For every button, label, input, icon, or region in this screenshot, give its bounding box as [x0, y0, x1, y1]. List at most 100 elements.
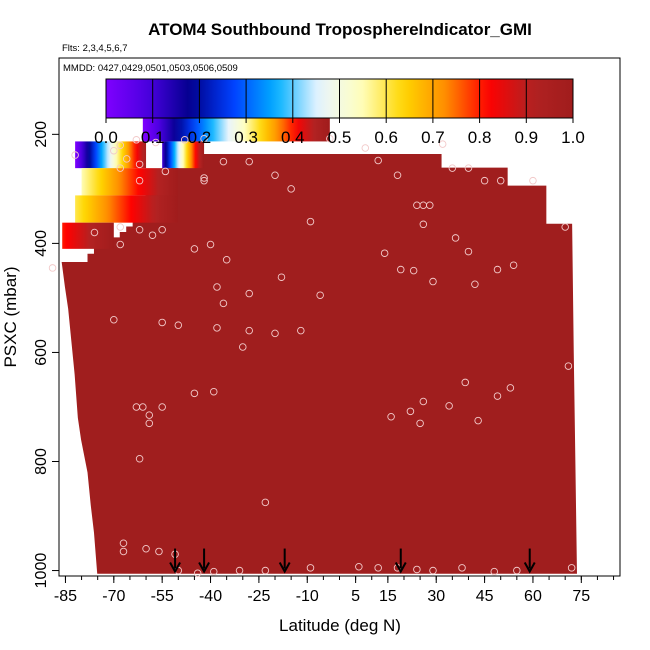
sample-marker: [200, 174, 208, 182]
colorbar-tick-label: 0.6: [374, 128, 398, 147]
y-tick-label: 800: [33, 448, 50, 475]
sample-marker: [493, 265, 502, 274]
sample-marker: [380, 249, 389, 257]
chart-title: ATOM4 Southbound TroposphereIndicator_GM…: [148, 20, 532, 39]
colorbar-tick-label: 0.1: [141, 128, 165, 147]
sample-marker: [393, 171, 402, 179]
sample-marker: [496, 176, 505, 185]
x-tick-label: -70: [102, 588, 125, 605]
sample-marker: [261, 566, 270, 575]
sample-marker: [397, 265, 405, 274]
colorbar-tick-label: 0.2: [188, 128, 212, 147]
sample-marker: [406, 407, 415, 416]
arrow-head: [523, 562, 536, 574]
sample-marker: [219, 157, 228, 166]
sample-marker: [564, 362, 573, 370]
arrow-head: [278, 562, 291, 574]
dates-label: MMDD: 0427,0429,0501,0503,0506,0509: [63, 63, 238, 74]
sample-marker: [445, 402, 453, 410]
sample-marker: [429, 277, 437, 286]
sample-marker: [464, 247, 473, 256]
colorbar-tick-label: 0.4: [281, 128, 305, 147]
sample-marker: [145, 411, 154, 419]
sample-marker: [116, 240, 125, 249]
sample-marker: [419, 220, 428, 229]
arrow-marker: [169, 548, 181, 574]
arrow-head: [198, 562, 210, 574]
sample-marker: [139, 403, 147, 411]
x-axis: -85 -70 -55 -40 -25 -10 5 15 30 45 60 75: [54, 576, 615, 605]
sample-marker: [132, 136, 141, 144]
sample-marker: [116, 223, 125, 231]
sample-marker: [316, 291, 324, 299]
x-tick-label: 60: [524, 588, 542, 605]
y-tick-label: 200: [33, 121, 50, 148]
sample-marker: [287, 185, 295, 193]
colorbar-tick-label: 0.3: [234, 128, 258, 147]
sample-marker: [306, 217, 315, 226]
sample-marker: [90, 228, 99, 237]
arrow-marker: [198, 548, 210, 574]
y-tick-label: 1000: [33, 553, 50, 589]
x-tick-label: -10: [296, 588, 319, 605]
y-axis: 200 400 600 800 1000: [33, 121, 59, 588]
colorbar-tick-label: 1.0: [561, 128, 585, 147]
sample-marker: [429, 566, 437, 575]
sample-marker: [306, 564, 315, 572]
sample-marker: [239, 343, 247, 351]
sample-marker: [148, 231, 157, 239]
sample-marker: [506, 384, 515, 392]
arrow-markers: [169, 548, 536, 574]
colorbar: 0.0 0.1 0.2 0.3 0.4 0.5 0.6 0.7 0.8 0.9 1.0: [94, 78, 585, 147]
x-tick-label: 75: [572, 588, 590, 605]
y-axis-label: PSXC (mbar): [1, 266, 20, 367]
sample-marker: [200, 176, 208, 185]
sample-marker: [110, 315, 118, 324]
y-tick-label: 400: [33, 230, 50, 257]
sample-marker: [235, 566, 244, 575]
sample-marker: [245, 157, 253, 166]
flights-label: Flts: 2,3,4,5,6,7: [62, 43, 127, 54]
colorbar-tick-label: 0.7: [421, 128, 445, 147]
sample-marker: [135, 455, 144, 463]
sample-marker: [245, 289, 253, 298]
sample-marker: [213, 324, 221, 332]
sample-marker: [326, 134, 334, 143]
sample-marker: [161, 167, 170, 176]
sample-marker: [297, 326, 305, 335]
gradient-patch: [62, 222, 114, 249]
x-tick-label: -55: [151, 588, 174, 605]
sample-marker: [419, 397, 428, 406]
sample-marker: [158, 226, 166, 234]
arrow-marker: [278, 548, 291, 574]
sample-marker: [464, 164, 473, 172]
colorbar-tick-label: 0.5: [328, 128, 352, 147]
sample-marker: [458, 564, 466, 572]
sample-marker: [416, 419, 424, 428]
sample-marker: [222, 255, 231, 264]
x-tick-label: -25: [247, 588, 270, 605]
gradient-patch: [162, 141, 205, 169]
sample-marker: [387, 413, 395, 421]
sample-marker: [116, 141, 125, 149]
sample-marker: [119, 547, 128, 556]
sample-marker: [567, 564, 576, 572]
sample-marker: [213, 283, 221, 291]
sample-marker: [122, 155, 131, 163]
sample-marker: [210, 567, 218, 576]
sample-marker: [438, 140, 447, 148]
sample-marker: [219, 299, 228, 308]
sample-marker: [461, 378, 469, 387]
sample-marker: [561, 223, 569, 231]
sample-marker: [480, 176, 489, 185]
sample-marker: [509, 261, 518, 269]
sample-marker: [451, 234, 460, 242]
sample-marker: [271, 171, 279, 179]
sample-marker: [180, 136, 189, 144]
arrow-head: [394, 562, 407, 574]
colorbar-tick-label: 0.0: [94, 128, 118, 147]
sample-marker: [119, 539, 128, 548]
sample-marker: [190, 245, 199, 253]
x-tick-label: 15: [379, 588, 397, 605]
